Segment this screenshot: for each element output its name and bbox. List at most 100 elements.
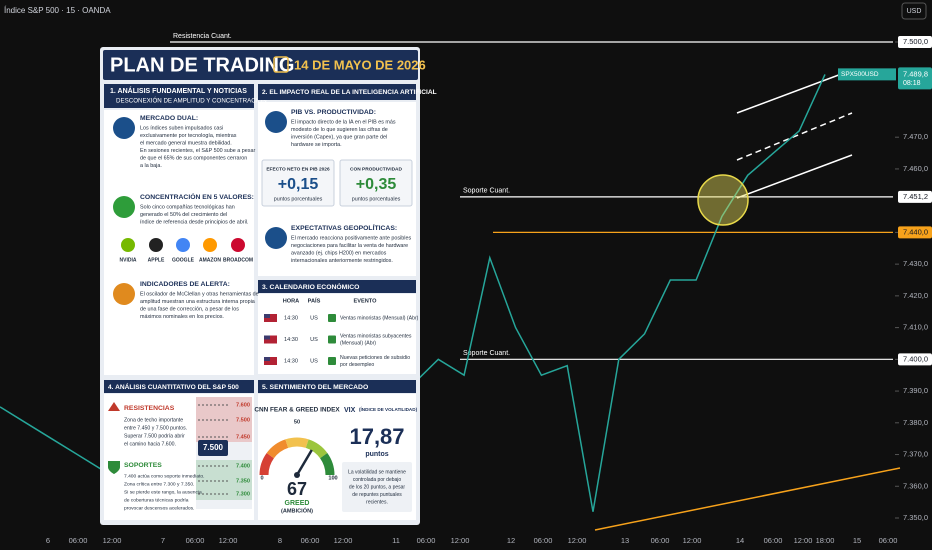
paragraph-line: Nuevas peticiones de subsidio xyxy=(340,355,410,361)
flag-canton xyxy=(264,314,270,318)
paragraph-line: exclusivamente por tecnología, mientras xyxy=(140,133,237,139)
company-name: BROADCOM xyxy=(223,257,253,263)
paragraph-line: 7.400 actúa como soporte inmediato. xyxy=(124,473,204,479)
paragraph-line: por desempleo xyxy=(340,362,374,368)
stat-label: CON PRODUCTIVIDAD xyxy=(350,166,403,172)
gauge-segment xyxy=(305,439,328,459)
y-tick-label: 7.350,0 xyxy=(903,513,928,522)
table-header: EVENTO xyxy=(354,298,378,304)
paragraph-line: El impacto directo de la IA en el PIB es… xyxy=(291,119,396,125)
x-tick-label: 14 xyxy=(736,536,744,545)
paragraph-line: En sesiones recientes, el S&P 500 sube a… xyxy=(140,148,255,154)
section-header xyxy=(258,380,416,393)
x-tick-label: 06:00 xyxy=(764,536,783,545)
x-tick-label: 06:00 xyxy=(417,536,436,545)
y-tick-label: 7.420,0 xyxy=(903,291,928,300)
calendar-icon xyxy=(273,56,289,73)
paragraph-line: El mercado reacciona positivamente ante … xyxy=(291,235,411,241)
stat-box xyxy=(261,159,335,207)
table-header: HORA xyxy=(283,298,299,304)
gauge-label: GREED xyxy=(285,500,310,507)
y-tick-label: 7.410,0 xyxy=(903,323,928,332)
paragraph-line: recientes. xyxy=(366,500,388,506)
level-tag-label: 7.440,0 xyxy=(903,227,928,236)
support-icon xyxy=(108,461,120,474)
x-tick-label: 06:00 xyxy=(879,536,898,545)
company-logo xyxy=(203,238,217,252)
symbol-title[interactable]: Índice S&P 500 · 15 · OANDA xyxy=(4,6,111,15)
table-cell: US xyxy=(310,337,318,343)
x-tick-label: 13 xyxy=(621,536,629,545)
paragraph-line: provocar descensos acelerados. xyxy=(124,505,194,511)
item-heading: SOPORTES xyxy=(124,462,162,469)
level-value: 7.350 xyxy=(236,478,250,484)
symbol-name: SPX500USD xyxy=(841,71,879,78)
item-icon xyxy=(265,227,287,249)
level-tag-label: 7.451,2 xyxy=(903,192,928,201)
table-cell: US xyxy=(310,315,318,321)
level-tag xyxy=(898,353,932,366)
paragraph-line: de que el 65% de sus componentes cerraro… xyxy=(140,155,247,161)
paragraph-line: (Mensual) (Abr) xyxy=(340,340,376,346)
paragraph-line: Ventas minoristas subyacentes xyxy=(340,333,412,339)
paragraph-line: avanzado (ej. chips H200) en mercados xyxy=(291,250,387,256)
x-tick-label: 8 xyxy=(278,536,282,545)
table-cell: 14:30 xyxy=(284,315,298,321)
paragraph-line: La volatilidad se mantiene xyxy=(348,469,406,475)
section-title: 3. CALENDARIO ECONÓMICO xyxy=(262,282,359,291)
level-value: 7.600 xyxy=(236,402,250,408)
event-icon xyxy=(328,335,336,344)
section-header xyxy=(104,84,254,108)
x-tick-label: 06:00 xyxy=(301,536,320,545)
level-tag xyxy=(898,226,932,239)
gauge-segment xyxy=(319,452,335,476)
gauge-hub xyxy=(294,472,300,478)
gauge-segment xyxy=(285,437,309,448)
date: 14 DE MAYO DE 2026 xyxy=(294,57,426,72)
x-tick-label: 06:00 xyxy=(186,536,205,545)
company-name: GOOGLE xyxy=(172,257,195,263)
item-icon xyxy=(113,196,135,218)
section-subtitle: DESCONEXIÓN DE AMPLITUD Y CONCENTRACIÓN xyxy=(116,98,267,105)
x-tick-label: 06:00 xyxy=(651,536,670,545)
paragraph-line: de una fase de corrección, a pesar de lo… xyxy=(140,306,239,312)
highlight-circle xyxy=(697,174,749,226)
paragraph-line: Si se pierde este rango, la ausencia xyxy=(124,489,202,495)
support-zone xyxy=(196,460,252,500)
level-value: 7.400 xyxy=(236,463,250,469)
level-value: 7.500 xyxy=(236,417,250,423)
x-tick-label: 12:00 xyxy=(568,536,587,545)
level-tag xyxy=(898,190,932,203)
currency[interactable]: USD xyxy=(907,8,922,15)
item-heading: RESISTENCIAS xyxy=(124,405,175,412)
gauge-segment xyxy=(259,452,275,476)
currency-button[interactable] xyxy=(901,2,927,20)
paragraph-line: amplitud muestran una estructura interna… xyxy=(140,299,255,305)
level-tag-label: 7.500,0 xyxy=(903,37,928,46)
company-logo xyxy=(176,238,190,252)
item-heading: PIB VS. PRODUCTIVIDAD: xyxy=(291,109,376,116)
stat-unit: puntos porcentuales xyxy=(352,196,401,202)
level-tag xyxy=(898,36,932,48)
y-tick-label: 7.390,0 xyxy=(903,386,928,395)
flag xyxy=(264,357,277,365)
channel-mid xyxy=(736,112,853,161)
paragraph-line: el camino hacia 7.600. xyxy=(124,441,176,447)
paragraph-line: índice de referencia desde principios de… xyxy=(140,219,248,225)
gauge-value: 67 xyxy=(287,479,307,499)
paragraph-line: de los 20 puntos, a pesar xyxy=(349,485,405,491)
paragraph-line: máximos nominales en los precios. xyxy=(140,314,224,320)
company-name: NVIDIA xyxy=(120,257,137,263)
badge xyxy=(198,440,228,456)
gauge-tick: 50 xyxy=(294,419,300,425)
level-label: Resistencia Cuant. xyxy=(173,33,232,40)
y-tick-label: 7.380,0 xyxy=(903,418,928,427)
vix-subtitle: (ÍNDICE DE VOLATILIDAD) xyxy=(359,405,418,412)
company-logo xyxy=(121,238,135,252)
paragraph-line: inversión (Capex), ya que gran parte del xyxy=(291,134,387,140)
flag-canton xyxy=(264,335,270,340)
x-tick-label: 12:00 xyxy=(683,536,702,545)
x-tick-label: 12:00 xyxy=(451,536,470,545)
title: PLAN DE TRADING xyxy=(110,54,294,76)
